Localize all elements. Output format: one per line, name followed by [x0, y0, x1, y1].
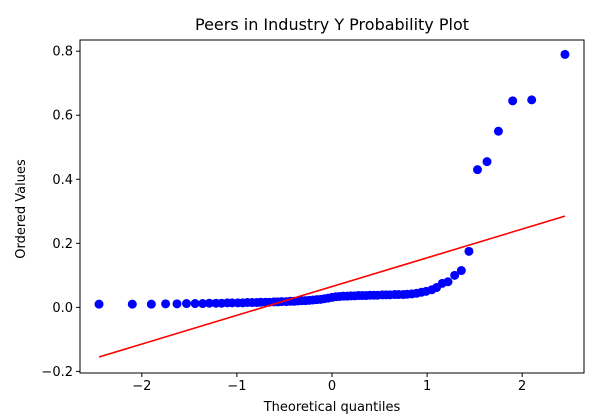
data-point [472, 165, 482, 175]
x-tick-label: 1 [423, 379, 431, 394]
data-point [146, 299, 156, 309]
data-point [198, 299, 208, 309]
data-point [482, 157, 492, 167]
data-point [172, 299, 182, 309]
data-point [508, 96, 518, 106]
fit-line [98, 215, 566, 358]
data-point [560, 49, 570, 59]
data-point [450, 270, 460, 280]
data-point [182, 299, 192, 309]
data-point [94, 299, 104, 309]
data-point [464, 246, 474, 256]
y-tick-label: 0.6 [52, 109, 73, 124]
data-point [127, 299, 137, 309]
x-tick-label: −2 [132, 379, 151, 394]
x-tick-label: −1 [227, 379, 246, 394]
y-axis-label: Ordered Values [14, 159, 29, 259]
x-axis-label: Theoretical quantiles [263, 400, 401, 415]
plot-area: −2 −1 0 1 2 −0.2 0.0 0.2 0.4 0.6 0.8 [41, 39, 585, 394]
data-point [527, 95, 537, 105]
x-tick-label: 2 [518, 379, 526, 394]
data-point [493, 126, 503, 136]
data-point [161, 299, 171, 309]
y-tick-label: 0.0 [52, 301, 73, 316]
y-tick-label: −0.2 [41, 365, 73, 380]
y-tick-label: 0.8 [52, 45, 73, 60]
data-point [190, 299, 200, 309]
data-point [456, 266, 466, 276]
chart-title: Peers in Industry Y Probability Plot [195, 15, 469, 34]
data-point [204, 298, 214, 308]
data-point [443, 277, 453, 287]
y-tick-label: 0.2 [52, 237, 73, 252]
x-tick-label: 0 [328, 379, 336, 394]
y-tick-label: 0.4 [52, 173, 73, 188]
